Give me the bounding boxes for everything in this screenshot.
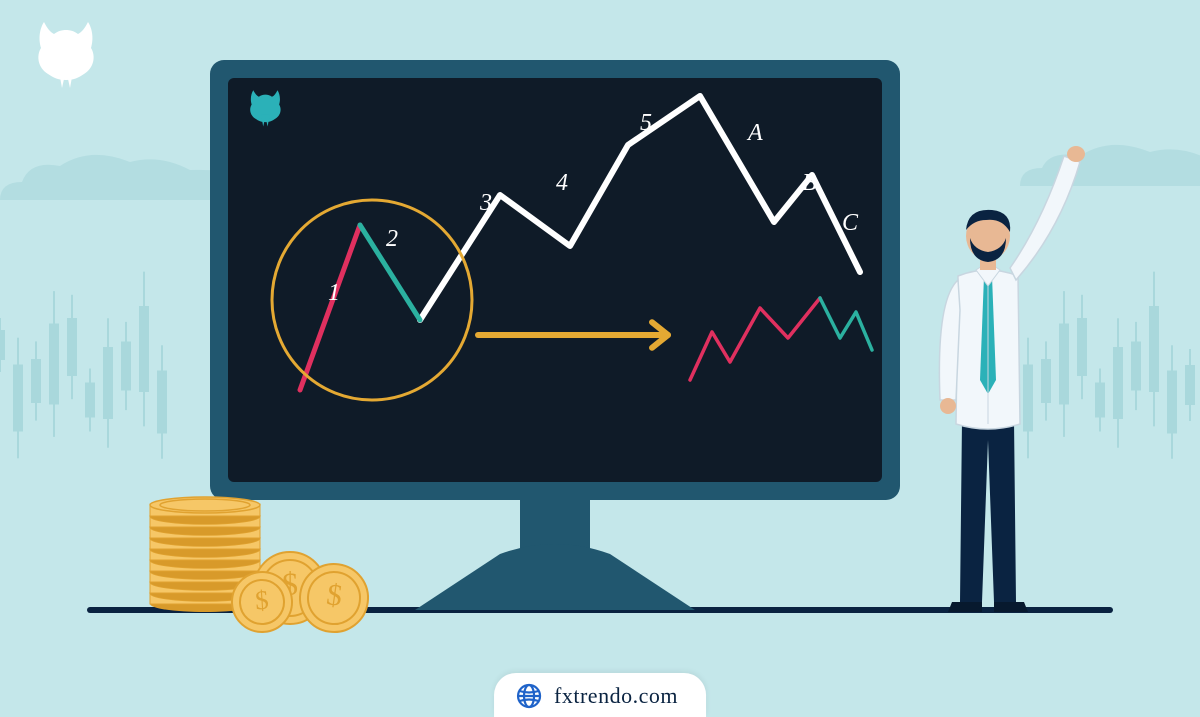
svg-text:3: 3 [479, 190, 492, 216]
svg-text:4: 4 [556, 170, 568, 196]
svg-text:1: 1 [328, 280, 340, 306]
svg-text:B: B [802, 170, 817, 196]
svg-text:5: 5 [640, 110, 652, 136]
svg-text:2: 2 [386, 226, 398, 252]
svg-text:A: A [746, 120, 763, 146]
globe-icon [516, 683, 542, 709]
svg-text:$: $ [254, 585, 270, 616]
footer-chip: fxtrendo.com [494, 673, 706, 717]
svg-text:C: C [842, 210, 859, 236]
infographic-scene: 12345ABC $$$ [0, 0, 1200, 717]
footer-text: fxtrendo.com [554, 683, 678, 709]
